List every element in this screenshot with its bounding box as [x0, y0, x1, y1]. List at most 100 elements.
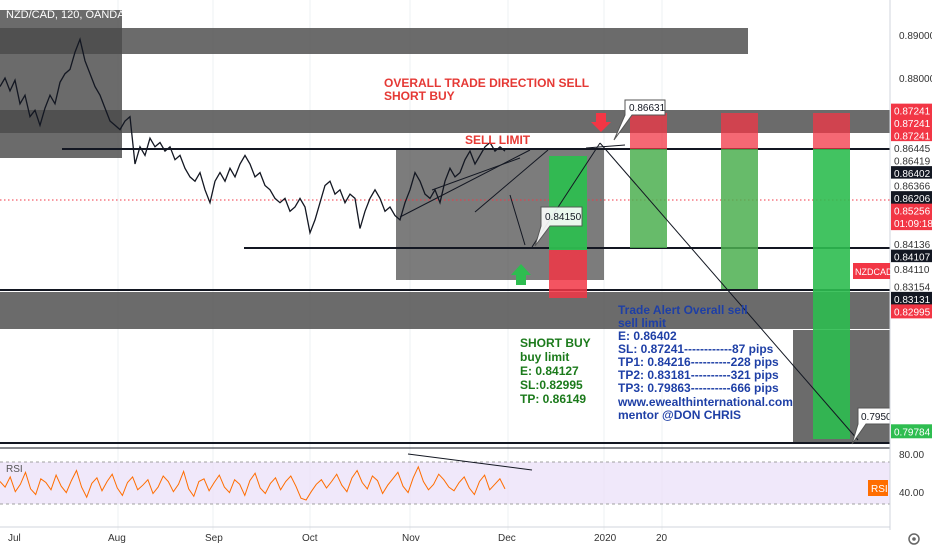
price-label-text: 0.82995 — [894, 307, 931, 318]
trade-alert-line: sell limit — [618, 316, 666, 330]
short-buy-note: SHORT BUY buy limit E: 0.84127 SL:0.8299… — [520, 336, 591, 406]
price-label-bg — [891, 128, 932, 143]
x-tick-label: Aug — [108, 533, 126, 544]
short-position-tp3[interactable] — [813, 113, 850, 439]
trade-alert-line: E: 0.86402 — [618, 329, 677, 343]
price-label-text: 0.87241 — [894, 119, 931, 130]
x-tick-label: 2020 — [594, 533, 617, 544]
price-label-bg — [891, 216, 932, 231]
drawing-lines — [399, 142, 859, 441]
price-label-text: 0.86419 — [894, 157, 931, 168]
trade-alert-line: mentor @DON CHRIS — [618, 408, 741, 422]
callout-top[interactable]: 0.86631 — [613, 99, 666, 141]
settings-gear-icon[interactable] — [908, 533, 920, 545]
overall-direction-line2: SHORT BUY — [384, 89, 455, 103]
projection-drop-line — [509, 194, 526, 246]
price-label-bg — [891, 103, 932, 118]
price-axis[interactable]: 0.89000 0.88000 0.872410.872410.872410.8… — [889, 0, 932, 530]
short-position-tp2[interactable] — [721, 113, 758, 289]
price-label-bg — [891, 191, 932, 206]
price-line — [0, 37, 506, 236]
price-label: 0.86206 — [891, 191, 932, 206]
wedge-mid-line — [431, 157, 521, 191]
price-label-bg — [891, 279, 932, 294]
price-label: 0.84107 — [891, 249, 932, 264]
callout-mid[interactable]: 0.84150 — [534, 206, 583, 247]
price-label-text: 0.83131 — [894, 295, 931, 306]
price-label: 0.83131 — [891, 291, 932, 306]
price-label-bg — [891, 304, 932, 319]
rsi-badge — [868, 480, 888, 496]
entry-connector — [585, 144, 626, 149]
trade-alert-line: Trade Alert Overall sell — [618, 303, 748, 317]
y-tick-label: 0.89000 — [899, 31, 932, 42]
price-label: 0.84136 — [891, 237, 932, 252]
price-label-text: 0.84110 — [894, 265, 930, 276]
long-position-box[interactable] — [549, 156, 587, 298]
price-label: 0.79784 — [891, 424, 932, 439]
price-label-bg — [891, 203, 932, 218]
trade-alert-line: SL: 0.87241------------87 pips — [618, 342, 774, 356]
y-tick-label: 0.88000 — [899, 74, 932, 85]
rsi-tick-label: 80.00 — [899, 450, 924, 461]
price-label-bg — [891, 237, 932, 252]
zone-support-band — [0, 292, 890, 329]
symbol-badge: NZDCAD — [853, 263, 893, 279]
price-label-text: 0.86445 — [894, 144, 931, 155]
sell-limit-label: SELL LIMIT — [465, 133, 531, 147]
price-label-bg — [891, 153, 932, 168]
chart-symbol-title: NZD/CAD, 120, OANDA — [6, 9, 125, 21]
price-label-text: 0.86402 — [894, 169, 931, 180]
callout-mid-text: 0.84150 — [545, 212, 582, 223]
x-tick-label: Sep — [205, 533, 223, 544]
symbol-badge-text: NZDCAD — [855, 267, 893, 277]
price-label: 0.87241 — [891, 103, 932, 118]
rsi-pane[interactable]: RSI RSI — [0, 453, 890, 505]
time-axis[interactable]: Jul Aug Sep Oct Nov Dec 2020 20 — [0, 526, 890, 544]
price-label-bg — [891, 424, 932, 439]
price-label: 0.87241 — [891, 116, 932, 131]
price-label-bg — [891, 141, 932, 156]
price-label-text: 0.85256 — [894, 207, 931, 218]
price-label: 01:09:18 — [891, 216, 932, 231]
price-label-text: 0.84136 — [894, 240, 931, 251]
price-label-text: 0.86366 — [894, 182, 931, 193]
x-tick-label: Nov — [402, 533, 420, 544]
price-label-text: 01:09:18 — [894, 219, 932, 230]
price-label: 0.85256 — [891, 203, 932, 218]
price-label-bg — [891, 178, 932, 193]
rsi-divergence-line — [407, 453, 533, 471]
trade-alert-line: TP1: 0.84216----------228 pips — [618, 355, 779, 369]
overall-direction-line1: OVERALL TRADE DIRECTION SELL — [384, 76, 589, 90]
trade-alert-note: Trade Alert Overall sell sell limit E: 0… — [617, 303, 793, 422]
rsi-series — [0, 465, 506, 501]
trade-alert-line: TP3: 0.79863----------666 pips — [618, 381, 779, 395]
short3-profit-zone — [813, 149, 850, 439]
short2-profit-zone — [721, 149, 758, 289]
price-label-bg — [891, 249, 932, 264]
trade-alert-line: TP2: 0.83181----------321 pips — [618, 368, 779, 382]
short-buy-line: SL:0.82995 — [520, 378, 583, 392]
rsi-line — [0, 465, 506, 501]
price-label-bg — [891, 116, 932, 131]
price-label-text: 0.86206 — [894, 194, 931, 205]
x-tick-label: 20 — [656, 533, 668, 544]
price-label-text: 0.84107 — [894, 253, 931, 264]
rsi-label: RSI — [6, 464, 23, 475]
short1-risk-zone — [630, 113, 667, 149]
price-label: 0.86419 — [891, 153, 932, 168]
projection-target-line — [599, 142, 859, 441]
wedge-lower-line — [474, 149, 549, 213]
wedge-upper-line — [399, 149, 531, 218]
rsi-tick-label: 40.00 — [899, 488, 924, 499]
price-label-bg — [891, 291, 932, 306]
short-position-tp1[interactable] — [630, 113, 667, 248]
short3-risk-zone — [813, 113, 850, 149]
price-series — [0, 37, 506, 236]
short-buy-line: E: 0.84127 — [520, 364, 579, 378]
price-label-bg — [891, 262, 932, 277]
price-label-text: 0.83154 — [894, 282, 931, 293]
trade-alert-line: www.ewealthinternational.com — [617, 395, 793, 409]
